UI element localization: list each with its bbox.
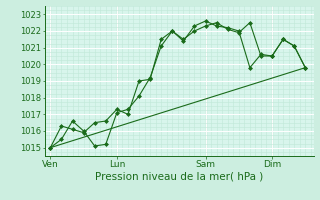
X-axis label: Pression niveau de la mer( hPa ): Pression niveau de la mer( hPa ) <box>95 172 263 182</box>
